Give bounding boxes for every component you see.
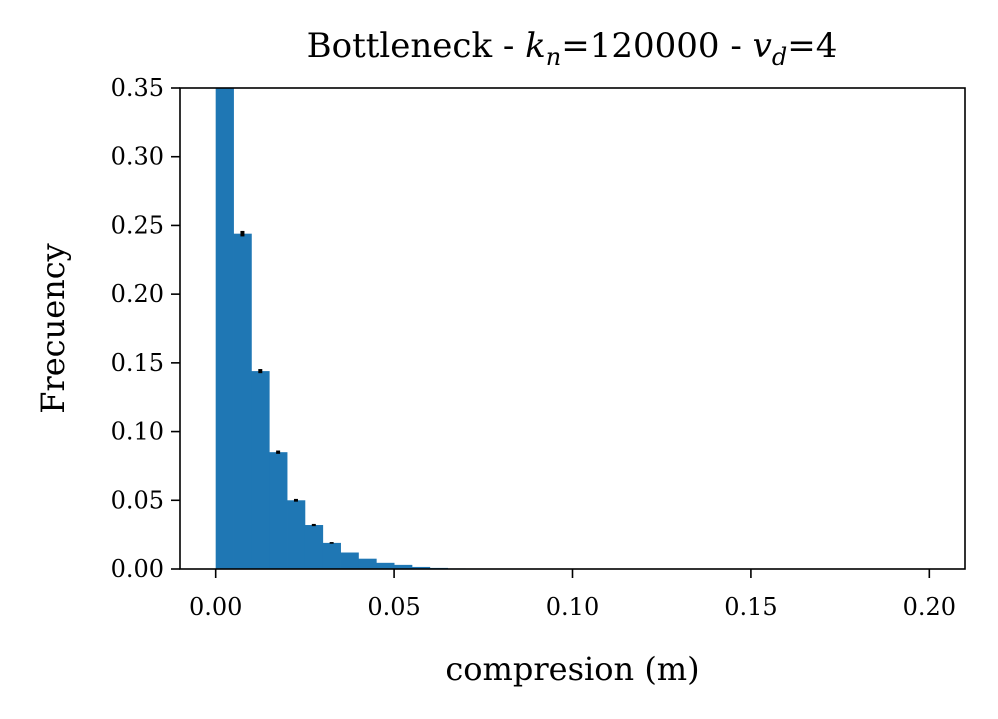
y-tick-label: 0.00 — [111, 555, 164, 583]
title-v-var: v — [753, 26, 772, 66]
y-tick-label: 0.35 — [111, 74, 164, 102]
y-axis-ticks: 0.00 0.05 0.10 0.15 0.20 0.25 0.30 0.35 — [111, 74, 180, 583]
histogram-bar — [215, 88, 234, 569]
histogram-bar — [358, 558, 377, 569]
x-tick-label: 0.20 — [903, 593, 956, 621]
x-tick-label: 0.00 — [189, 593, 242, 621]
y-tick-label: 0.20 — [111, 280, 164, 308]
error-bars-group — [240, 230, 334, 544]
x-axis-ticks: 0.00 0.05 0.10 0.15 0.20 — [189, 569, 956, 621]
histogram-bar — [304, 525, 324, 569]
histogram-bar — [394, 564, 413, 569]
histogram-bar — [269, 452, 288, 569]
y-tick-label: 0.15 — [111, 349, 164, 377]
x-tick-label: 0.10 — [546, 593, 599, 621]
y-tick-label: 0.25 — [111, 211, 164, 239]
title-v-eq: =4 — [787, 26, 837, 66]
histogram-bar — [287, 500, 306, 569]
histogram-bar — [376, 562, 395, 569]
histogram-bar — [233, 233, 252, 569]
title-prefix: Bottleneck - — [307, 26, 526, 66]
x-axis-label: compresion (m) — [445, 650, 699, 688]
y-axis-label: Frecuency — [34, 243, 72, 414]
plot-frame — [179, 87, 966, 570]
bars-group — [215, 88, 502, 569]
y-tick-label: 0.05 — [111, 486, 164, 514]
y-tick-label: 0.10 — [111, 418, 164, 446]
title-k-eq: =120000 - — [561, 26, 752, 66]
histogram-bar — [251, 371, 270, 569]
x-tick-label: 0.05 — [367, 593, 420, 621]
title-k-var: k — [525, 26, 546, 66]
title-k-sub: n — [546, 43, 561, 71]
x-tick-label: 0.15 — [724, 593, 777, 621]
chart-title: Bottleneck - kn=120000 - vd=4 — [307, 26, 838, 71]
histogram-bar — [411, 566, 431, 569]
title-v-sub: d — [772, 43, 787, 71]
y-tick-label: 0.30 — [111, 143, 164, 171]
histogram-bar — [322, 542, 341, 569]
histogram-bar — [340, 552, 359, 569]
